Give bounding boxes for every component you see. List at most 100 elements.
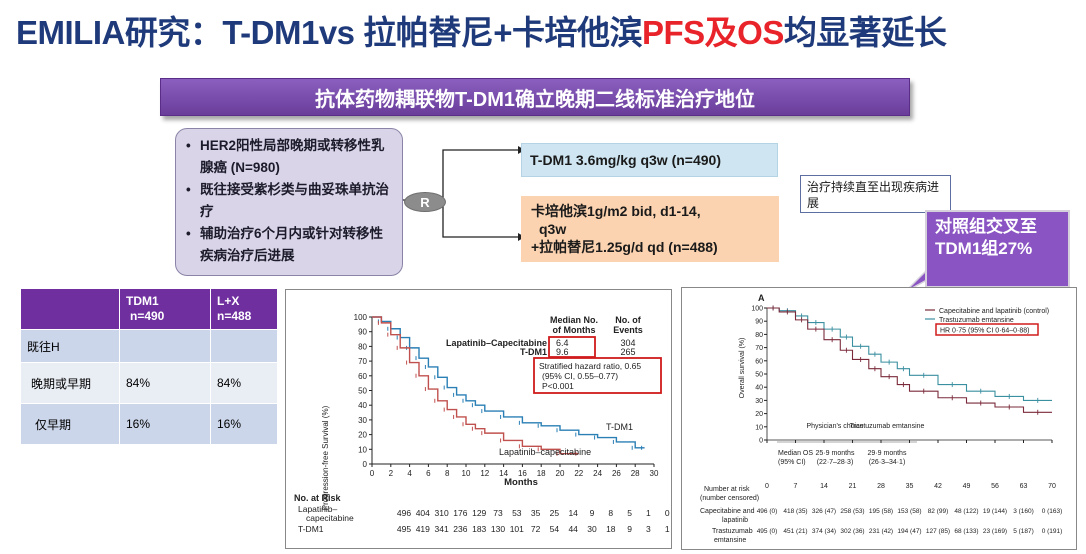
os-table-value: 25·9 months	[816, 450, 855, 457]
os-at-risk-lx-value: 195 (58)	[869, 508, 893, 515]
pfs-at-risk-lx-value: 1	[646, 508, 651, 518]
os-x-tick-label: 56	[991, 483, 999, 490]
os-at-risk-tdm1-value: 231 (42)	[869, 528, 893, 535]
title-highlight-pfs: PFS	[641, 14, 705, 51]
pfs-x-tick-label: 28	[631, 469, 640, 478]
os-legend-lx: Capecitabine and lapatinib (control)	[939, 308, 1049, 315]
pfs-median-highlight-box	[548, 336, 596, 358]
os-curves	[767, 305, 1052, 415]
prior-therapy-table: TDM1 n=490 L+X n=488 既往H 晚期或早期 84% 84% 仅早期…	[20, 288, 278, 445]
os-x-tick-label: 49	[963, 483, 971, 490]
os-legend-tdm1: Trastuzumab emtansine	[939, 317, 1014, 324]
os-y-tick-label: 60	[755, 358, 763, 365]
os-median-table: Physician's choice Trastuzumab emtansine…	[777, 423, 925, 466]
pfs-at-risk-lx-value: 129	[472, 508, 486, 518]
arrowhead-top	[518, 146, 523, 154]
table-row: 仅早期 16% 16%	[20, 403, 278, 445]
pfs-x-tick-label: 4	[407, 469, 412, 478]
table-row: 晚期或早期 84% 84%	[20, 362, 278, 404]
pfs-curve-label-tdm1: T-DM1	[606, 422, 633, 432]
pfs-y-tick-label: 20	[358, 431, 367, 440]
table-header-cell: TDM1 n=490	[119, 288, 211, 330]
pfs-hr-box	[533, 357, 662, 394]
os-x-tick-label: 63	[1020, 483, 1028, 490]
arm-lx-line1: 卡培他滨1g/m2 bid, d1-14,	[531, 203, 701, 219]
pfs-x-tick-label: 2	[389, 469, 394, 478]
table-cell: 仅早期	[20, 403, 120, 445]
table-cell: 84%	[119, 362, 211, 404]
os-table-row-label: (95% CI)	[778, 459, 806, 466]
table-header-cell	[20, 288, 120, 330]
pfs-chart-panel: 0 10 20 30 40 50 60 70 80 90 100 0 2 4 6 8 10 12 14 16 18 20 2…	[285, 289, 689, 549]
pfs-y-tick-label: 30	[358, 416, 367, 425]
pfs-y-tick-label: 40	[358, 401, 367, 410]
os-at-risk-tdm1-value: 127 (85)	[926, 528, 950, 535]
os-at-risk-title: Number at risk	[704, 486, 750, 493]
pfs-at-risk-lx-value: 14	[568, 508, 578, 518]
pfs-curve-label-lx: Lapatinib–capecitabine	[499, 447, 591, 457]
os-y-tick-label: 10	[755, 424, 763, 431]
os-at-risk-tdm1-value: 23 (169)	[983, 528, 1007, 535]
os-axes: 0 10 20 30 40 50 60 70 80 90 100 0 7 14 21 28 35 42 49 56 63…	[751, 306, 1056, 491]
os-at-risk-lx-value: 418 (35)	[783, 508, 807, 515]
pfs-y-tick-label: 60	[358, 372, 367, 381]
pfs-at-risk-tdm1-value: 236	[453, 524, 467, 534]
pfs-at-risk-tdm1-value: 495	[397, 524, 411, 534]
pfs-x-tick-label: 22	[574, 469, 583, 478]
table-header-text: L+X	[217, 294, 240, 308]
pfs-legend-tdm1-events: 265	[620, 347, 635, 357]
pfs-y-tick-label: 90	[358, 328, 367, 337]
title-part2: 及	[704, 14, 738, 51]
pfs-y-tick-label: 0	[363, 460, 368, 469]
pfs-x-tick-label: 20	[556, 469, 565, 478]
pfs-xlabel: Months	[504, 477, 538, 488]
os-at-risk-tdm1-value: 374 (34)	[812, 528, 836, 535]
table-cell: 晚期或早期	[20, 362, 120, 404]
pfs-legend-lx-median: 6.4	[556, 338, 569, 348]
pfs-x-tick-label: 6	[426, 469, 431, 478]
table-header-cell: L+X n=488	[210, 288, 278, 330]
os-at-risk-lx-value: 19 (144)	[983, 508, 1007, 515]
os-y-tick-label: 30	[755, 398, 763, 405]
os-at-risk-tdm1-value: 0 (191)	[1042, 528, 1063, 535]
table-cell: 16%	[119, 403, 211, 445]
os-hr: HR 0·75 (95% CI 0·64–0·88)	[940, 328, 1030, 335]
pfs-x-tick-label: 18	[537, 469, 546, 478]
pfs-at-risk-lx-value: 0	[665, 508, 670, 518]
table-row: 既往H	[20, 329, 278, 363]
arrowhead-bottom	[518, 233, 523, 241]
os-at-risk-lx-value: 153 (58)	[897, 508, 921, 515]
pfs-at-risk-tdm1-value: 9	[627, 524, 632, 534]
pfs-x-tick-label: 14	[499, 469, 508, 478]
criteria-item: 辅助治疗6个月内或针对转移性疾病治疗后进展	[186, 223, 394, 267]
os-at-risk-lx-value: 82 (99)	[928, 508, 949, 515]
pfs-at-risk-tdm1-value: 183	[472, 524, 486, 534]
arm-tdm1: T-DM1 3.6mg/kg q3w (n=490)	[521, 143, 778, 177]
os-x-tick-label: 35	[906, 483, 914, 490]
pfs-y-tick-label: 50	[358, 387, 367, 396]
pfs-y-tick-label: 70	[358, 357, 367, 366]
criteria-item: 既往接受紫杉类与曲妥珠单抗治疗	[186, 179, 394, 223]
pfs-legend-tdm1-name: T-DM1	[520, 347, 547, 357]
arm-lx-line2: q3w	[539, 221, 567, 237]
pfs-at-risk-lx-value: 25	[550, 508, 560, 518]
os-table-row-label: Median OS	[778, 450, 813, 457]
os-at-risk-lx-value: 326 (47)	[812, 508, 836, 515]
criteria-item: HER2阳性局部晚期或转移性乳腺癌 (N=980)	[186, 135, 394, 179]
os-y-tick-label: 40	[755, 385, 763, 392]
pfs-at-risk-tdm1-value: 419	[416, 524, 430, 534]
os-y-tick-label: 100	[751, 306, 763, 313]
pfs-at-risk-tdm1-value: 30	[587, 524, 597, 534]
os-x-tick-label: 7	[794, 483, 798, 490]
os-at-risk-lx-value: 3 (160)	[1013, 508, 1034, 515]
crossover-callout: 对照组交叉至TDM1组27%	[925, 210, 1070, 288]
table-cell: 既往H	[20, 329, 120, 363]
pfs-at-risk-lx-label: Lapatinib–	[298, 504, 338, 514]
table-cell	[210, 329, 278, 363]
banner: 抗体药物耦联物T-DM1确立晚期二线标准治疗地位	[160, 78, 910, 116]
os-x-tick-label: 0	[765, 483, 769, 490]
os-hr-box	[935, 323, 1039, 336]
page-title: EMILIA研究：T-DM1vs 拉帕替尼+卡培他滨PFS及OS均显著延长	[16, 6, 947, 54]
